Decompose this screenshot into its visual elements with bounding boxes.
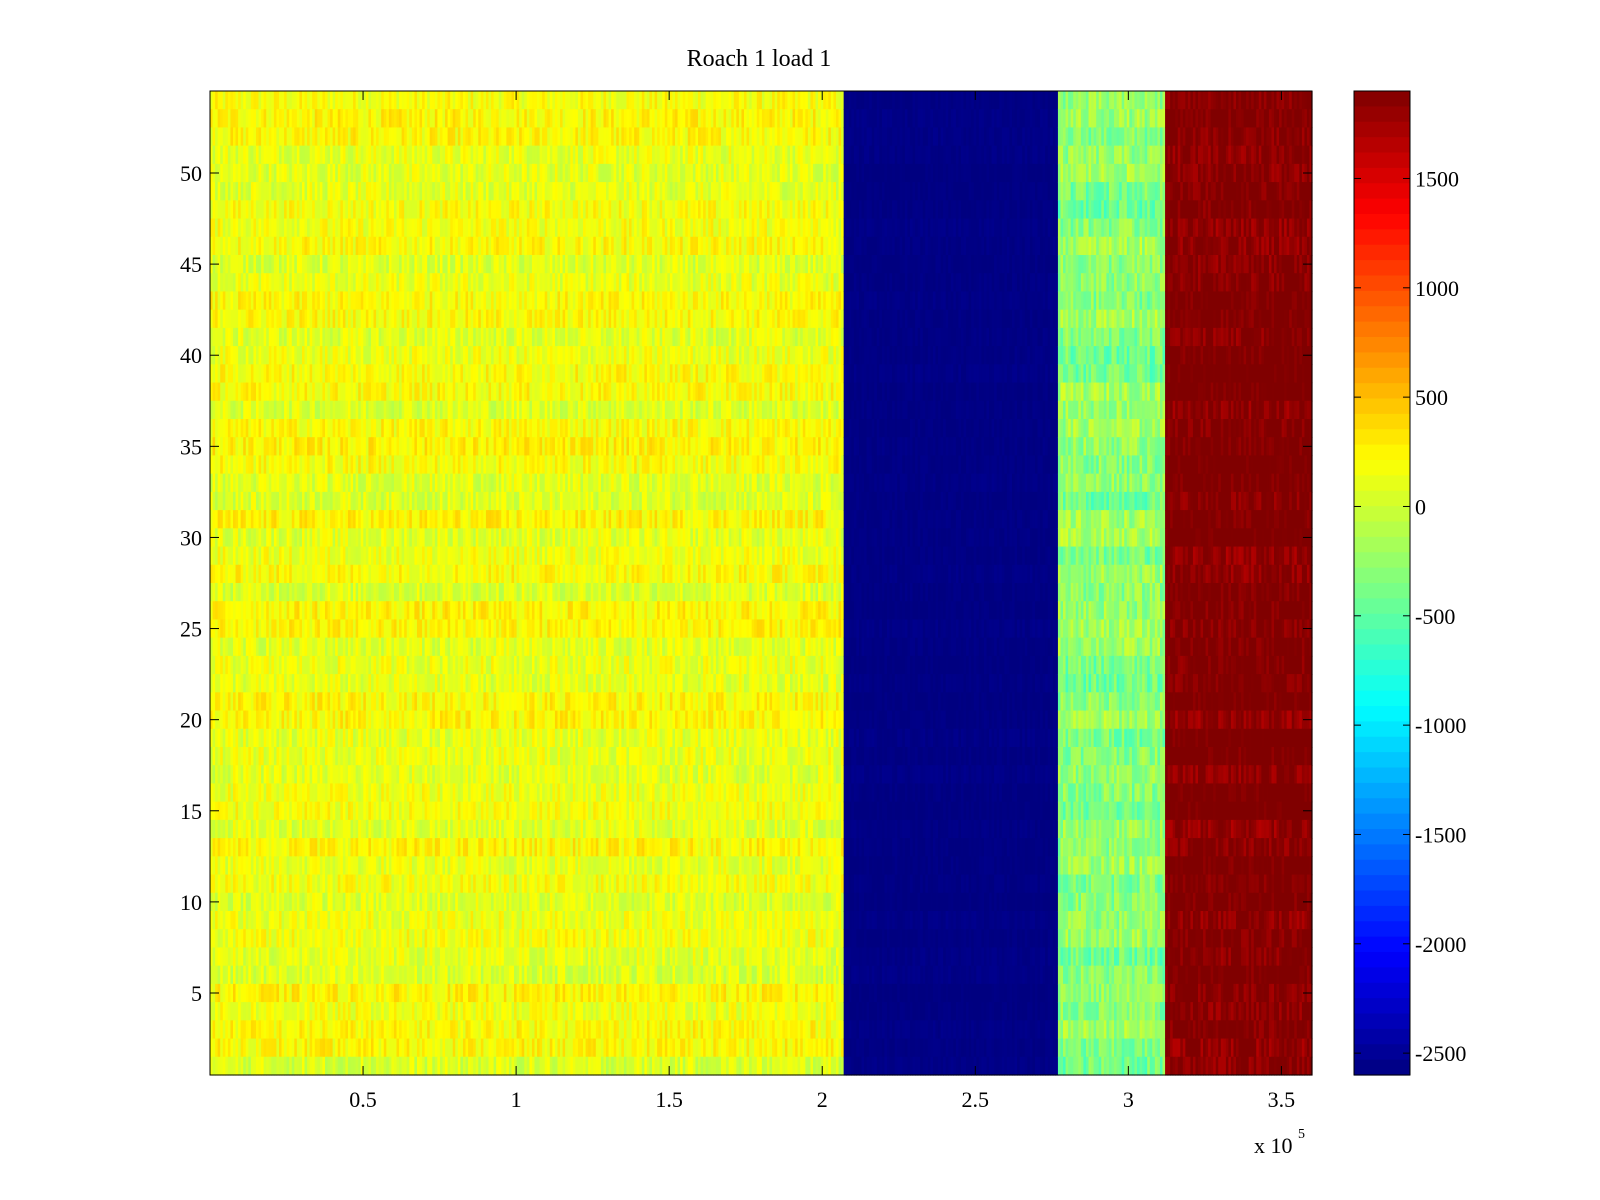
chart-title: Roach 1 load 1 xyxy=(687,46,832,72)
plot-area xyxy=(210,91,1313,1076)
heatmap-cells xyxy=(210,91,1313,1076)
